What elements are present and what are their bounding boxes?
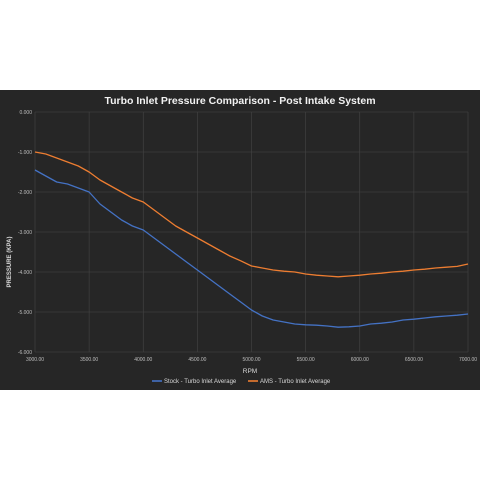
line-chart: Turbo Inlet Pressure Comparison - Post I… (7, 95, 477, 385)
series-lines (34, 151, 469, 328)
y-tick-label: -3.000 (18, 230, 32, 236)
series-line-1 (34, 169, 469, 328)
x-tick-label: 6000.00 (351, 357, 369, 363)
y-tick-label: -6.000 (18, 350, 32, 356)
y-tick-label: -2.000 (18, 190, 32, 196)
chart-panel: Turbo Inlet Pressure Comparison - Post I… (0, 90, 480, 390)
legend-label-2: AMS - Turbo Inlet Average (260, 379, 331, 385)
y-tick-label: -1.000 (18, 150, 32, 156)
x-tick-label: 4000.00 (134, 357, 152, 363)
x-tick-label: 6500.00 (405, 357, 423, 363)
x-tick-label: 5500.00 (297, 357, 315, 363)
x-tick-label: 3500.00 (80, 357, 98, 363)
y-axis-label: PRESSURE (KPA) (7, 237, 13, 288)
x-axis-ticks: 3000.00 3500.00 4000.00 4500.00 5000.00 5500.… (26, 357, 477, 363)
y-tick-label: -5.000 (18, 310, 32, 316)
x-tick-label: 4500.00 (188, 357, 206, 363)
x-axis-label: RPM (243, 368, 257, 375)
y-tick-label: -4.000 (18, 270, 32, 276)
chart-title: Turbo Inlet Pressure Comparison - Post I… (104, 95, 375, 107)
legend-label-1: Stock - Turbo Inlet Average (164, 379, 237, 385)
gridlines (34, 111, 469, 353)
x-tick-label: 3000.00 (26, 357, 44, 363)
legend: Stock - Turbo Inlet Average AMS - Turbo I… (152, 379, 331, 385)
x-tick-label: 5000.00 (242, 357, 260, 363)
x-tick-label: 7000.00 (459, 357, 477, 363)
y-tick-label: 0.000 (19, 110, 32, 116)
y-axis-ticks: 0.000 -1.000 -2.000 -3.000 -4.000 -5.000 -6.00… (18, 110, 32, 356)
series-line-2 (34, 151, 469, 278)
